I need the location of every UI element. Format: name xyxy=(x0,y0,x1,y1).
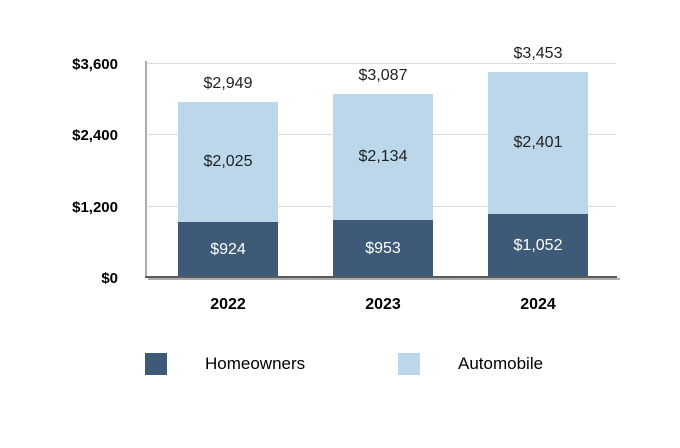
segment-value-label: $2,401 xyxy=(513,134,563,152)
x-axis-label-2023: 2023 xyxy=(365,296,401,313)
segment-homeowners-2022: $924 xyxy=(178,222,278,277)
segment-automobile-2024: $2,401 xyxy=(488,71,588,215)
gridline-3600 xyxy=(146,63,616,64)
x-axis-line xyxy=(145,276,617,278)
x-axis-line-shadow xyxy=(148,278,620,280)
legend-item-automobile: Automobile xyxy=(398,353,543,375)
x-axis-label-2022: 2022 xyxy=(210,296,246,313)
y-tick-label: $2,400 xyxy=(72,127,118,145)
segment-homeowners-2024: $1,052 xyxy=(488,214,588,277)
segment-automobile-2022: $2,025 xyxy=(178,101,278,223)
segment-value-label: $2,134 xyxy=(358,147,408,165)
legend-label: Homeowners xyxy=(205,354,306,373)
bar-2022: $924 $2,025 $2,949 xyxy=(178,75,278,277)
bar-2024: $1,052 $2,401 $3,453 xyxy=(488,45,588,277)
bar-2023: $953 $2,134 $3,087 xyxy=(333,67,433,277)
legend-swatch-automobile xyxy=(398,353,420,375)
legend-label: Automobile xyxy=(458,354,544,373)
y-tick-label: $1,200 xyxy=(72,198,118,216)
total-value-label: $2,949 xyxy=(203,74,253,92)
segment-value-label: $1,052 xyxy=(513,236,563,254)
legend-item-homeowners: Homeowners xyxy=(145,353,305,375)
segment-homeowners-2023: $953 xyxy=(333,220,433,277)
y-axis-line xyxy=(145,61,147,277)
segment-value-label: $953 xyxy=(365,239,401,257)
x-axis-label-2024: 2024 xyxy=(520,296,556,313)
segment-value-label: $2,025 xyxy=(203,152,253,170)
plot-area: $924 $2,025 $2,949 $953 $2,134 $3,087 $1,052 $2… xyxy=(146,45,616,277)
segment-automobile-2023: $2,134 xyxy=(333,93,433,221)
total-value-label: $3,453 xyxy=(513,44,563,62)
y-tick-label: $3,600 xyxy=(72,56,118,73)
total-value-label: $3,087 xyxy=(358,66,408,84)
y-tick-label: $0 xyxy=(101,270,118,287)
legend-swatch-homeowners xyxy=(145,353,167,375)
segment-value-label: $924 xyxy=(210,240,246,258)
